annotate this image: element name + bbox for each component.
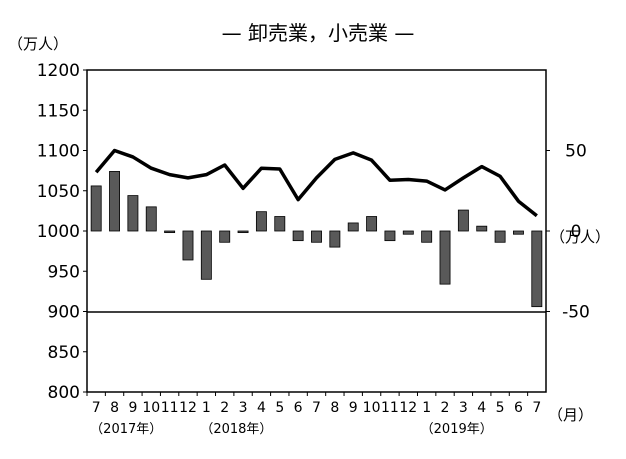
x-tick-label: 11 — [161, 400, 179, 416]
bar — [200, 230, 212, 280]
left-tick-label: 1150 — [37, 101, 80, 121]
x-tick-label: 1 — [422, 400, 431, 416]
x-tick-label: 4 — [257, 400, 266, 416]
left-axis-unit: （万人） — [8, 35, 68, 53]
right-axis-ticks: -50 0 50 — [546, 142, 590, 323]
left-tick-label: 800 — [48, 383, 80, 403]
year-label: （2019年） — [421, 422, 493, 437]
x-tick-label: 8 — [330, 400, 339, 416]
bar — [90, 185, 102, 232]
right-axis-unit: （万人） — [550, 228, 610, 246]
x-tick-label: 6 — [294, 400, 303, 416]
left-axis-ticks: 800 850 900 950 1000 1050 1100 1150 1200 — [37, 61, 87, 403]
x-tick-label: 2 — [441, 400, 450, 416]
bar — [347, 222, 359, 232]
bar — [476, 225, 488, 232]
x-axis-ticks: 7 8 9 10 11 12 1 2 3 4 5 6 7 8 9 10 11 12 1 2 3 4 5 6 7 — [86, 392, 541, 416]
x-tick-label: 7 — [532, 400, 541, 416]
x-tick-label: 8 — [110, 400, 119, 416]
bar — [145, 206, 157, 232]
right-tick-label: 50 — [565, 142, 587, 162]
bar — [421, 230, 433, 243]
x-tick-label: 10 — [363, 400, 381, 416]
bar — [219, 230, 231, 243]
bar — [402, 230, 414, 235]
bar — [366, 216, 378, 232]
x-tick-label: 12 — [399, 400, 417, 416]
x-tick-label: 4 — [477, 400, 486, 416]
left-tick-label: 850 — [48, 343, 80, 363]
x-tick-label: 9 — [349, 400, 358, 416]
line-series — [94, 148, 538, 218]
bar — [255, 211, 267, 232]
right-tick-label: 0 — [571, 222, 582, 242]
x-tick-label: 9 — [128, 400, 137, 416]
bar — [384, 230, 396, 242]
bar — [531, 230, 543, 308]
bar — [329, 230, 341, 248]
bar — [311, 230, 322, 243]
x-tick-label: 1 — [202, 400, 211, 416]
x-tick-label: 5 — [496, 400, 505, 416]
year-label: （2017年） — [90, 422, 162, 437]
left-tick-label: 1200 — [37, 61, 80, 81]
bar-series — [90, 171, 543, 308]
right-tick-label: -50 — [562, 303, 590, 323]
x-tick-label: 5 — [275, 400, 284, 416]
left-tick-label: 950 — [48, 262, 80, 282]
x-tick-label: 12 — [179, 400, 197, 416]
left-tick-label: 1050 — [37, 182, 80, 202]
bar — [127, 195, 139, 232]
bar — [292, 230, 304, 242]
year-label: （2018年） — [200, 422, 272, 437]
x-tick-label: 6 — [514, 400, 523, 416]
x-tick-label: 2 — [220, 400, 229, 416]
x-tick-label: 11 — [381, 400, 399, 416]
x-tick-label: 10 — [142, 400, 160, 416]
x-tick-label: 7 — [312, 400, 321, 416]
bar — [164, 230, 176, 234]
year-labels: （2017年） （2018年） （2019年） — [90, 422, 493, 437]
x-tick-label: 3 — [459, 400, 468, 416]
bar — [182, 230, 194, 261]
x-tick-label: 3 — [239, 400, 248, 416]
left-tick-label: 1000 — [37, 222, 80, 242]
bar — [494, 230, 506, 243]
bar — [274, 216, 286, 232]
bar — [237, 230, 249, 234]
bar — [109, 171, 120, 232]
x-tick-label: 7 — [92, 400, 101, 416]
x-axis-unit: （月） — [548, 406, 593, 424]
left-tick-label: 900 — [48, 303, 80, 323]
bar — [457, 209, 469, 232]
chart-title: — 卸売業，小売業 — — [222, 21, 415, 45]
bar — [439, 230, 451, 285]
bar — [513, 230, 524, 235]
left-tick-label: 1100 — [37, 142, 80, 162]
